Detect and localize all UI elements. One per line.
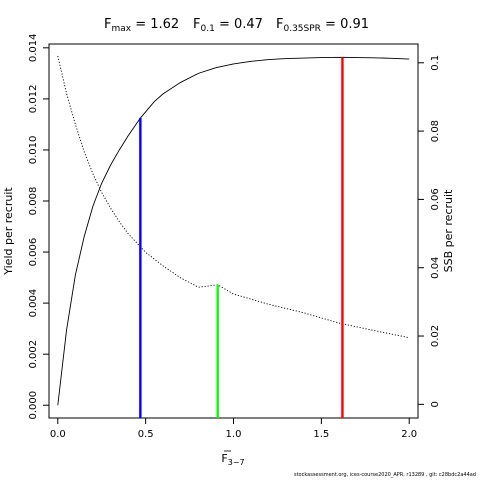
y-left-tick-label: 0.010: [28, 136, 39, 165]
chart-title: Fmax = 1.62 F0.1 = 0.47 F0.35SPR = 0.91: [104, 17, 369, 34]
y-left-tick-label: 0.004: [28, 289, 39, 318]
yield-per-recruit-line: [57, 56, 410, 406]
y-left-tick-label: 0.014: [28, 34, 39, 63]
y-right-tick-label: 0: [430, 401, 441, 407]
x-tick-label: 0.5: [138, 429, 154, 440]
x-tick-label: 1.0: [226, 429, 242, 440]
y-right-axis-title: SSB per recruit: [442, 189, 455, 272]
y-right-tick-label: 0.08: [430, 120, 441, 142]
x-tick-label: 0.0: [50, 429, 66, 440]
y-left-axis-title: Yield per recruit: [2, 187, 15, 276]
reference-lines: [139, 57, 344, 418]
y-left-tick-label: 0.002: [28, 340, 39, 369]
y-right-tick-label: 0.04: [430, 257, 441, 279]
y-right-tick-label: 0.06: [430, 188, 441, 210]
x-axis: 0.0 0.5 1.0 1.5 2.0: [50, 418, 417, 440]
title-f01: F0.1 = 0.47: [193, 17, 263, 34]
y-right-tick-label: 0.02: [430, 325, 441, 347]
y-left-axis: 0.000 0.002 0.004 0.006 0.008 0.010 0.012 0.014: [28, 34, 49, 420]
footer-note: stockassessment.org, ices-course2020_APR…: [294, 472, 476, 478]
title-fmax: Fmax = 1.62: [104, 17, 179, 34]
y-right-axis: 0 0.02 0.04 0.06 0.08 0.1: [418, 55, 441, 408]
series-layer: [57, 55, 410, 406]
x-tick-label: 1.5: [313, 429, 329, 440]
y-left-tick-label: 0.000: [28, 391, 39, 420]
y-right-tick-label: 0.1: [430, 55, 441, 71]
plot-frame: [48, 43, 419, 419]
y-left-tick-label: 0.012: [28, 85, 39, 114]
y-left-tick-label: 0.008: [28, 187, 39, 216]
title-f35spr: F0.35SPR = 0.91: [276, 17, 369, 34]
x-tick-label: 2.0: [401, 429, 417, 440]
ssb-per-recruit-line: [57, 55, 410, 339]
x-axis-title: F3−7: [221, 452, 244, 467]
y-left-tick-label: 0.006: [28, 238, 39, 267]
